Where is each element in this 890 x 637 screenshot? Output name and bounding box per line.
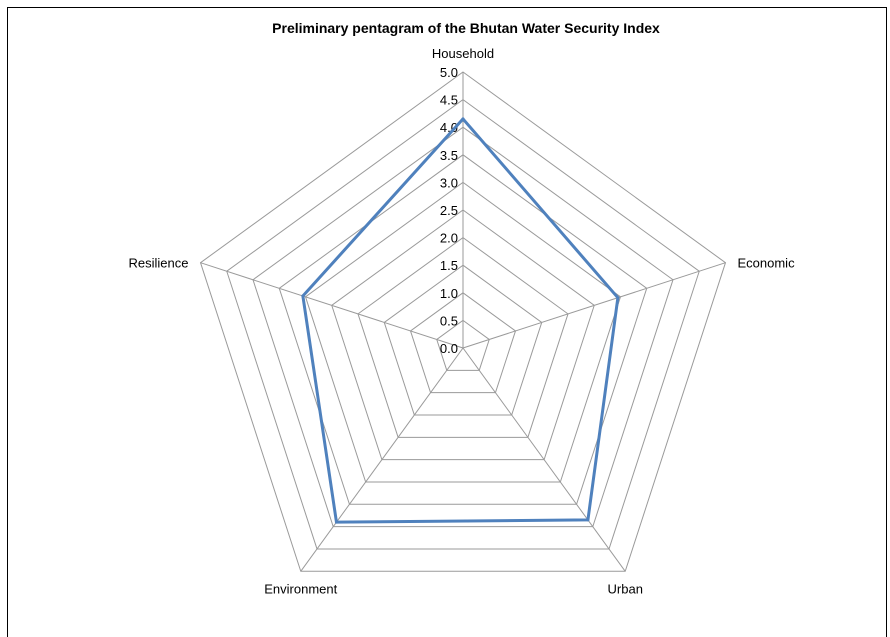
tick-label-0: 0.0 — [440, 341, 458, 356]
grid-ring-9 — [226, 98, 700, 550]
spoke-economic — [462, 262, 726, 349]
data-point-resilience — [301, 294, 305, 298]
grid-ring-2 — [409, 292, 517, 394]
category-label-resilience: Resilience — [129, 256, 189, 271]
data-series — [301, 117, 620, 524]
tick-label-3: 1.5 — [440, 258, 458, 273]
data-point-economic — [616, 296, 620, 300]
grid-ring-5 — [331, 209, 595, 461]
tick-label-2: 1.0 — [440, 286, 458, 301]
category-label-economic: Economic — [737, 256, 795, 271]
spoke-environment — [300, 347, 464, 572]
spoke-resilience — [200, 262, 464, 349]
category-label-household: Household — [432, 46, 494, 61]
grid-ring-1 — [436, 319, 490, 371]
data-point-urban — [586, 518, 590, 522]
chart-frame — [7, 7, 887, 637]
tick-label-10: 5.0 — [440, 65, 458, 80]
data-point-environment — [334, 520, 338, 524]
category-label-environment: Environment — [264, 581, 337, 596]
tick-label-4: 2.0 — [440, 231, 458, 246]
category-label-urban: Urban — [608, 581, 643, 596]
tick-label-9: 4.5 — [440, 93, 458, 108]
grid-ring-4 — [357, 236, 569, 438]
category-labels: Household Economic Urban Environment Resilie… — [129, 46, 796, 596]
grid-ring-6 — [304, 181, 622, 483]
tick-label-7: 3.5 — [440, 148, 458, 163]
data-point-household — [461, 117, 465, 121]
grid-ring-10 — [199, 71, 727, 572]
grid-ring-7 — [278, 154, 648, 505]
radial-tick-labels: 0.00.51.01.52.02.53.03.54.04.55.0 — [440, 65, 458, 356]
chart-title: Preliminary pentagram of the Bhutan Wate… — [272, 20, 660, 36]
tick-label-1: 0.5 — [440, 313, 458, 328]
radar-grid — [199, 71, 727, 572]
series-line-0 — [301, 117, 620, 524]
tick-label-5: 2.5 — [440, 203, 458, 218]
tick-label-6: 3.0 — [440, 175, 458, 190]
spoke-urban — [462, 347, 626, 572]
grid-ring-3 — [383, 264, 543, 416]
grid-ring-8 — [252, 126, 674, 528]
